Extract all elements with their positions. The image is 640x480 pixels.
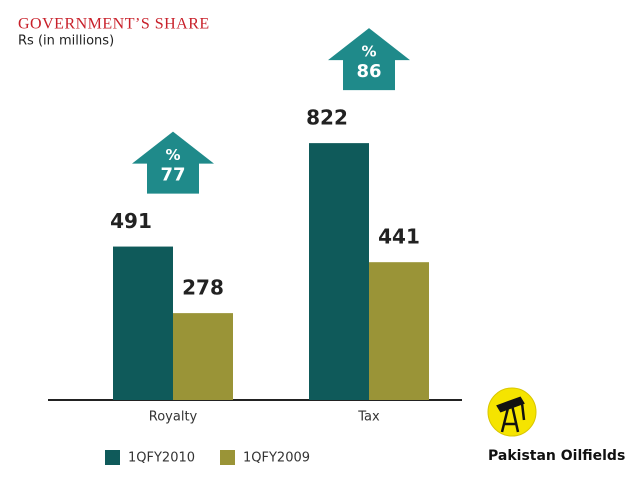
bar	[309, 143, 369, 400]
value-label: 278	[182, 276, 224, 300]
annotation-label: %	[361, 43, 376, 61]
bar	[113, 246, 173, 400]
legend-swatch	[105, 450, 120, 465]
annotation-value: 86	[356, 61, 381, 82]
annotation-label: %	[165, 146, 180, 164]
value-label: 822	[306, 106, 348, 130]
logo-derrick	[496, 396, 526, 433]
x-tick-label: Royalty	[149, 410, 198, 425]
bar	[173, 313, 233, 400]
chart-title: GOVERNMENT’S SHARE	[18, 16, 210, 33]
logo: Pakistan Oilfields	[487, 387, 625, 464]
legend-swatch	[220, 450, 235, 465]
chart-subtitle: Rs (in millions)	[18, 34, 114, 49]
arrow	[132, 131, 214, 194]
logo-circle	[487, 387, 537, 437]
x-tick-label: Tax	[357, 410, 380, 425]
legend-label: 1QFY2010	[128, 451, 195, 466]
arrow	[328, 28, 410, 91]
bar	[369, 262, 429, 400]
value-label: 491	[110, 209, 152, 233]
legend-label: 1QFY2009	[243, 451, 310, 466]
logo-text: Pakistan Oilfields	[488, 448, 625, 464]
annotation-value: 77	[160, 165, 185, 186]
value-label: 441	[378, 225, 420, 249]
